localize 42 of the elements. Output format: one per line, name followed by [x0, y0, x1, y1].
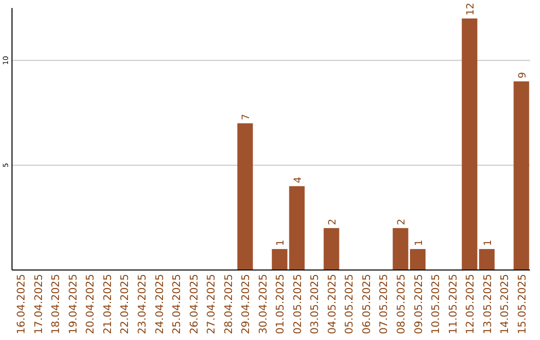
x-tick-label: 10.05.2025: [430, 274, 442, 334]
x-tick-label: 13.05.2025: [482, 274, 494, 334]
x-tick-label: 09.05.2025: [412, 274, 425, 334]
data-label: 9: [517, 72, 528, 78]
x-tick-label: 05.05.2025: [344, 274, 356, 334]
x-tick-label: 04.05.2025: [326, 274, 338, 334]
bar: [324, 228, 340, 270]
x-tick-label: 25.04.2025: [171, 274, 184, 334]
data-label: 4: [292, 176, 304, 184]
x-tick-label: 24.04.2025: [154, 274, 166, 334]
x-tick-label: 01.05.2025: [274, 274, 287, 334]
data-label: 1: [276, 240, 287, 246]
x-tick-label: 23.04.2025: [136, 274, 148, 334]
x-tick-label: 15.05.2025: [516, 274, 528, 334]
x-tick-label: 18.04.2025: [50, 274, 62, 334]
bar: [237, 123, 253, 270]
x-tick-label: 27.04.2025: [206, 274, 218, 334]
data-label: 12: [466, 2, 477, 16]
data-label: 1: [482, 240, 494, 246]
x-tick-label: 20.04.2025: [84, 274, 97, 334]
x-tick-label: 26.04.2025: [188, 274, 200, 334]
x-tick-label: 16.04.2025: [16, 274, 28, 334]
x-tick-label: 11.05.2025: [447, 274, 460, 334]
data-label: 7: [241, 114, 252, 120]
x-tick-label: 29.04.2025: [240, 274, 252, 334]
x-tick-label: 03.05.2025: [309, 274, 322, 334]
data-label: 2: [327, 218, 338, 226]
x-tick-label: 22.04.2025: [119, 274, 132, 334]
x-tick-label: 28.04.2025: [222, 274, 235, 334]
bar: [514, 81, 530, 270]
x-tick-label: 19.04.2025: [67, 274, 80, 334]
x-tick-label: 21.04.2025: [102, 274, 114, 334]
x-tick-label: 07.05.2025: [378, 274, 390, 334]
x-tick-label: 14.05.2025: [499, 274, 512, 334]
x-tick-label: 30.04.2025: [257, 274, 270, 334]
data-label: 2: [396, 218, 408, 226]
x-tick-label: 02.05.2025: [292, 274, 304, 334]
x-tick-label: 12.05.2025: [464, 274, 477, 334]
x-tick-label: 06.05.2025: [360, 274, 373, 334]
data-label: 1: [414, 240, 425, 246]
x-tick-label: 08.05.2025: [396, 274, 408, 334]
x-tick-label: 17.04.2025: [32, 274, 45, 334]
